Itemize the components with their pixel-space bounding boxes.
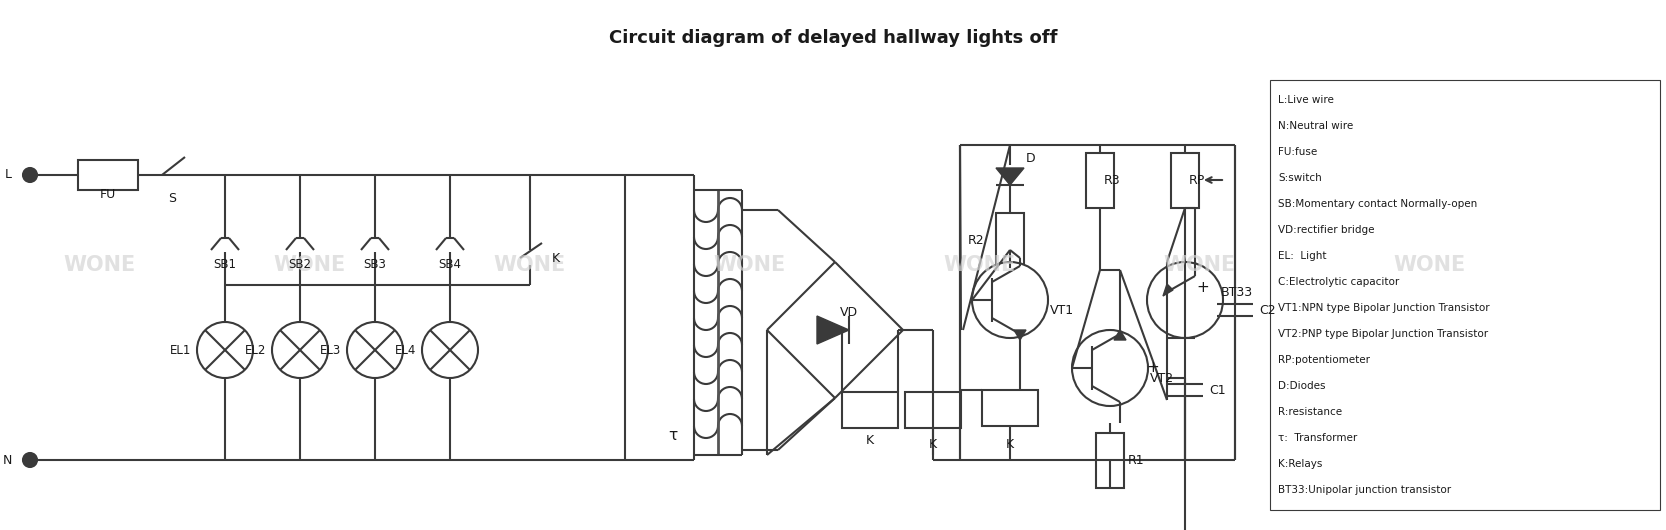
Circle shape <box>347 322 403 378</box>
Text: VD:rectifier bridge: VD:rectifier bridge <box>1278 225 1374 235</box>
Text: K: K <box>1006 438 1015 452</box>
Text: D: D <box>1026 152 1036 164</box>
Text: N: N <box>3 454 12 466</box>
Text: VT1: VT1 <box>1050 304 1075 316</box>
Text: EL4: EL4 <box>395 343 416 357</box>
Text: RP: RP <box>1190 173 1205 187</box>
Text: L: L <box>5 169 12 181</box>
Text: VT2: VT2 <box>1150 372 1175 384</box>
Text: S:switch: S:switch <box>1278 173 1321 183</box>
Bar <box>78 160 138 190</box>
Bar <box>1269 80 1659 510</box>
Bar <box>981 390 1038 426</box>
Circle shape <box>197 322 253 378</box>
Text: SB4: SB4 <box>438 259 461 271</box>
Text: BT33:Unipolar junction transistor: BT33:Unipolar junction transistor <box>1278 485 1451 495</box>
Text: R3: R3 <box>1105 173 1121 187</box>
Text: EL3: EL3 <box>320 343 342 357</box>
Text: SB2: SB2 <box>288 259 312 271</box>
Text: S: S <box>168 191 177 205</box>
Text: BT33: BT33 <box>1221 286 1253 298</box>
Text: R2: R2 <box>968 234 985 246</box>
Polygon shape <box>816 316 850 344</box>
Text: WONE: WONE <box>273 255 347 275</box>
Circle shape <box>1071 330 1148 406</box>
Text: FU:fuse: FU:fuse <box>1278 147 1318 157</box>
Text: R:resistance: R:resistance <box>1278 407 1343 417</box>
Text: FU: FU <box>100 189 117 201</box>
Polygon shape <box>1115 330 1126 340</box>
Circle shape <box>971 262 1048 338</box>
Text: WONE: WONE <box>1165 255 1236 275</box>
Text: C2: C2 <box>1259 304 1276 316</box>
Text: VD: VD <box>840 305 858 319</box>
Text: τ: τ <box>668 428 678 443</box>
Text: +: + <box>1146 360 1160 375</box>
Bar <box>1171 153 1200 208</box>
Circle shape <box>23 168 37 182</box>
Circle shape <box>421 322 478 378</box>
Polygon shape <box>996 168 1025 185</box>
Text: K:Relays: K:Relays <box>1278 459 1323 469</box>
Bar <box>841 392 898 428</box>
Text: VT1:NPN type Bipolar Junction Transistor: VT1:NPN type Bipolar Junction Transistor <box>1278 303 1489 313</box>
Text: SB3: SB3 <box>363 259 387 271</box>
Bar <box>1096 433 1125 488</box>
Text: VT2:PNP type Bipolar Junction Transistor: VT2:PNP type Bipolar Junction Transistor <box>1278 329 1488 339</box>
Text: R1: R1 <box>1128 454 1145 466</box>
Text: WONE: WONE <box>713 255 786 275</box>
Text: WONE: WONE <box>945 255 1016 275</box>
Circle shape <box>272 322 328 378</box>
Text: EL:  Light: EL: Light <box>1278 251 1326 261</box>
Text: RP:potentiometer: RP:potentiometer <box>1278 355 1369 365</box>
Text: WONE: WONE <box>63 255 137 275</box>
Text: EL1: EL1 <box>170 343 192 357</box>
Text: WONE: WONE <box>1394 255 1466 275</box>
Text: +: + <box>1196 280 1210 296</box>
Bar <box>996 213 1025 268</box>
Text: K: K <box>551 252 560 264</box>
Text: N:Neutral wire: N:Neutral wire <box>1278 121 1353 131</box>
Text: EL2: EL2 <box>245 343 267 357</box>
Text: τ:  Transformer: τ: Transformer <box>1278 433 1358 443</box>
Text: D:Diodes: D:Diodes <box>1278 381 1326 391</box>
Text: C:Electrolytic capacitor: C:Electrolytic capacitor <box>1278 277 1399 287</box>
Circle shape <box>23 453 37 467</box>
Bar <box>1086 153 1115 208</box>
Text: K: K <box>866 434 875 446</box>
Polygon shape <box>1015 330 1026 340</box>
Text: WONE: WONE <box>493 255 566 275</box>
Text: SB1: SB1 <box>213 259 237 271</box>
Text: L:Live wire: L:Live wire <box>1278 95 1334 105</box>
Text: K: K <box>930 438 936 452</box>
Bar <box>905 392 961 428</box>
Text: C1: C1 <box>1210 384 1226 396</box>
Circle shape <box>1146 262 1223 338</box>
Polygon shape <box>1163 284 1173 296</box>
Text: SB:Momentary contact Normally-open: SB:Momentary contact Normally-open <box>1278 199 1478 209</box>
Text: Circuit diagram of delayed hallway lights off: Circuit diagram of delayed hallway light… <box>608 29 1058 47</box>
